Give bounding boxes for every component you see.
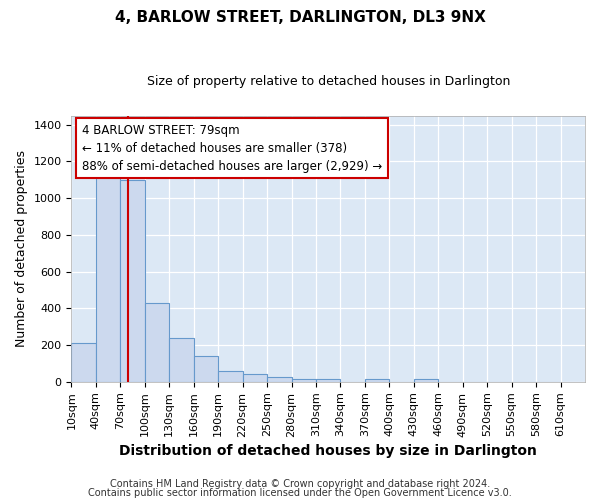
Bar [169,338,194,382]
Bar [71,344,96,382]
Bar [316,379,340,382]
Text: 4, BARLOW STREET, DARLINGTON, DL3 9NX: 4, BARLOW STREET, DARLINGTON, DL3 9NX [115,10,485,25]
X-axis label: Distribution of detached houses by size in Darlington: Distribution of detached houses by size … [119,444,537,458]
Bar [242,374,267,382]
Bar [121,180,145,382]
Bar [96,176,121,382]
Bar [194,356,218,382]
Bar [292,379,316,382]
Text: Contains HM Land Registry data © Crown copyright and database right 2024.: Contains HM Land Registry data © Crown c… [110,479,490,489]
Bar [145,303,169,382]
Bar [267,377,292,382]
Bar [365,379,389,382]
Bar [414,379,438,382]
Bar [218,371,242,382]
Title: Size of property relative to detached houses in Darlington: Size of property relative to detached ho… [146,75,510,88]
Text: Contains public sector information licensed under the Open Government Licence v3: Contains public sector information licen… [88,488,512,498]
Text: 4 BARLOW STREET: 79sqm
← 11% of detached houses are smaller (378)
88% of semi-de: 4 BARLOW STREET: 79sqm ← 11% of detached… [82,124,382,172]
Y-axis label: Number of detached properties: Number of detached properties [15,150,28,347]
